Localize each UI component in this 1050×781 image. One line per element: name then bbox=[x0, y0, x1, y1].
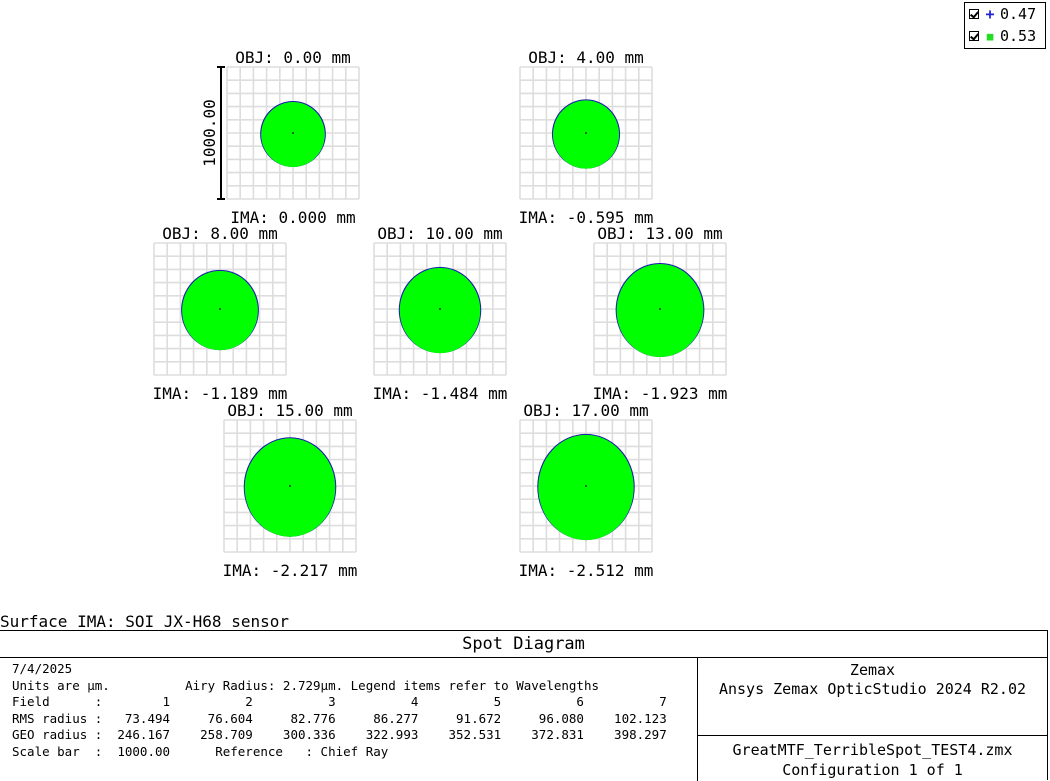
spot-diagram-svg: OBJ: 0.00 mm IMA: 0.000 mm OBJ: 4.00 mm IMA… bbox=[153, 48, 728, 580]
spot-blob bbox=[399, 267, 481, 354]
chief-ray-marker bbox=[219, 308, 221, 310]
obj-label: OBJ: 17.00 mm bbox=[523, 401, 648, 420]
plus-marker-icon: + bbox=[985, 5, 995, 23]
file-name: GreatMTF_TerribleSpot_TEST4.zmx bbox=[732, 741, 1013, 759]
legend-label: 0.47 bbox=[1000, 5, 1037, 23]
spot-blob bbox=[244, 438, 336, 537]
spot-blob bbox=[182, 270, 258, 351]
surface-label: Surface IMA: SOI JX-H68 sensor bbox=[0, 612, 289, 631]
ima-label: IMA: -1.189 mm bbox=[153, 384, 288, 403]
spot-blob bbox=[616, 263, 704, 358]
file-info: GreatMTF_TerribleSpot_TEST4.zmx Configur… bbox=[698, 735, 1047, 781]
obj-label: OBJ: 4.00 mm bbox=[528, 48, 644, 67]
ima-label: IMA: -2.217 mm bbox=[223, 561, 358, 580]
spot-blob bbox=[552, 100, 620, 169]
obj-label: OBJ: 13.00 mm bbox=[597, 224, 722, 243]
chief-ray-marker bbox=[585, 132, 587, 134]
company-name: Zemax bbox=[849, 661, 896, 679]
obj-label: OBJ: 0.00 mm bbox=[235, 48, 351, 67]
legend-label: 0.53 bbox=[1000, 27, 1037, 45]
configuration-label: Configuration 1 of 1 bbox=[782, 761, 963, 779]
info-line: Units are µm. Airy Radius: 2.729µm. Lege… bbox=[12, 677, 599, 693]
panel-divider bbox=[697, 657, 698, 781]
chief-ray-marker bbox=[585, 485, 587, 487]
legend-checkbox-icon[interactable] bbox=[969, 9, 979, 19]
ima-label: IMA: -0.595 mm bbox=[519, 208, 654, 227]
panel-title: Spot Diagram bbox=[0, 631, 1047, 658]
obj-label: OBJ: 10.00 mm bbox=[377, 224, 502, 243]
obj-label: OBJ: 15.00 mm bbox=[227, 401, 352, 420]
spot-diagram-plot: OBJ: 0.00 mm IMA: 0.000 mm OBJ: 4.00 mm IMA… bbox=[153, 48, 728, 580]
info-line: Scale bar : 1000.00 Reference : Chief Ra… bbox=[12, 743, 389, 759]
ima-label: IMA: 0.000 mm bbox=[230, 208, 355, 227]
chief-ray-marker bbox=[439, 308, 441, 310]
info-line: 7/4/2025 bbox=[12, 661, 73, 676]
spot-blob bbox=[261, 102, 325, 167]
obj-label: OBJ: 8.00 mm bbox=[162, 224, 278, 243]
info-line: Field : 1 2 3 4 5 6 7 bbox=[12, 694, 667, 710]
scale-bar-label: 1000.00 bbox=[200, 99, 219, 166]
ima-label: IMA: -1.923 mm bbox=[593, 384, 728, 403]
ima-label: IMA: -2.512 mm bbox=[519, 561, 654, 580]
legend-item-1[interactable]: + 0.47 bbox=[965, 3, 1045, 25]
chief-ray-marker bbox=[289, 485, 291, 487]
legend-item-2[interactable]: ■ 0.53 bbox=[965, 25, 1045, 47]
software-info: Zemax Ansys Zemax OpticStudio 2024 R2.02 bbox=[698, 657, 1047, 733]
ima-label: IMA: -1.484 mm bbox=[373, 384, 508, 403]
info-text: 7/4/2025 Units are µm. Airy Radius: 2.729… bbox=[12, 661, 667, 761]
square-marker-icon: ■ bbox=[986, 29, 994, 43]
info-line: RMS radius : 73.494 76.604 82.776 86.277… bbox=[12, 710, 667, 726]
chief-ray-marker bbox=[292, 132, 294, 134]
info-panel: Spot Diagram 7/4/2025 Units are µm. Airy … bbox=[0, 630, 1048, 781]
spot-blob bbox=[538, 434, 634, 541]
product-name: Ansys Zemax OpticStudio 2024 R2.02 bbox=[718, 680, 1027, 698]
legend-checkbox-icon[interactable] bbox=[969, 31, 979, 41]
wavelength-legend: + 0.47 ■ 0.53 bbox=[964, 2, 1046, 49]
chief-ray-marker bbox=[659, 308, 661, 310]
info-line: GEO radius : 246.167 258.709 300.336 322… bbox=[12, 727, 667, 743]
